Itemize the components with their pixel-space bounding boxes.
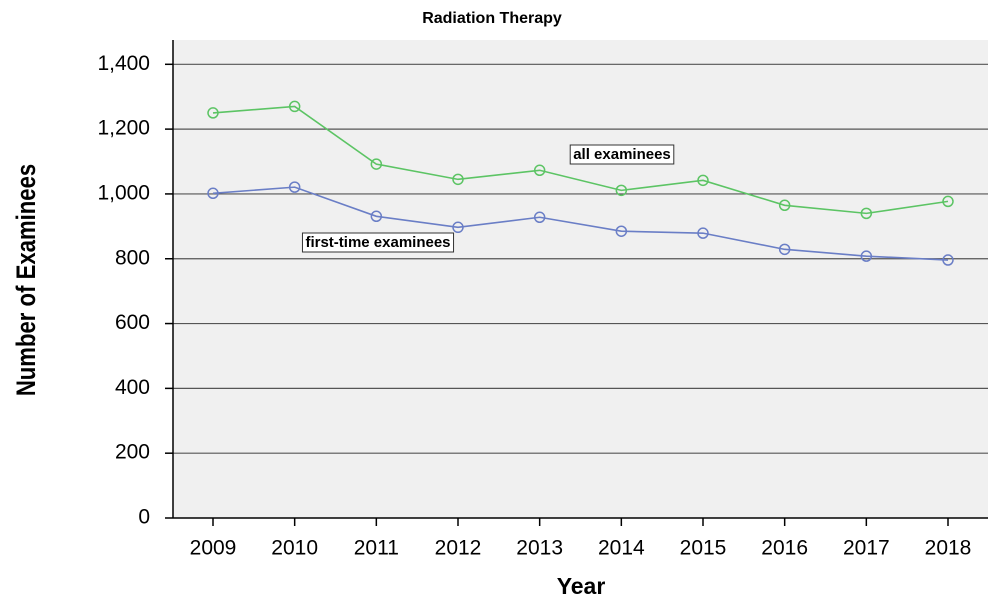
series-line	[212, 105, 949, 215]
y-tick-label: 600	[115, 311, 150, 334]
chart-title: Radiation Therapy	[422, 10, 562, 27]
point	[697, 174, 709, 187]
y-tick-label: 400	[115, 376, 150, 399]
point	[370, 210, 383, 223]
series-label: first-time examinees	[305, 234, 450, 251]
x-tick-label: 2011	[354, 537, 399, 560]
x-tick-label: 2012	[435, 537, 482, 560]
point	[288, 100, 301, 113]
point	[452, 173, 464, 186]
series-label: all examinees	[573, 146, 671, 163]
y-axis-label: Number of Examinees	[12, 164, 42, 396]
point	[778, 243, 791, 256]
point	[370, 158, 383, 170]
point	[207, 107, 219, 119]
x-axis-label: Year	[557, 573, 606, 599]
x-tick-label: 2016	[761, 537, 808, 560]
y-tick-label: 1,000	[97, 181, 150, 204]
plot-area	[173, 40, 988, 518]
point	[615, 225, 628, 237]
point	[615, 184, 628, 197]
label-box	[301, 232, 455, 253]
x-tick-label: 2015	[680, 537, 727, 560]
x-tick-label: 2014	[598, 537, 645, 560]
point	[778, 199, 791, 212]
point	[942, 195, 954, 208]
y-tick-label: 0	[138, 506, 150, 529]
x-tick-label: 2018	[925, 537, 972, 560]
point	[860, 207, 873, 220]
x-tick-label: 2013	[516, 537, 563, 560]
point	[288, 181, 301, 193]
y-tick-label: 200	[115, 441, 150, 464]
point	[207, 187, 219, 200]
x-tick-label: 2009	[190, 537, 237, 560]
x-tick-label: 2010	[271, 537, 318, 560]
point	[697, 227, 709, 239]
series-line	[212, 186, 949, 261]
point	[860, 250, 873, 262]
x-tick-label: 2017	[843, 537, 890, 560]
label-box	[569, 144, 675, 165]
y-tick-label: 1,200	[97, 117, 150, 140]
point	[452, 221, 464, 234]
y-tick-label: 800	[115, 246, 150, 269]
point	[533, 211, 546, 224]
point	[533, 164, 546, 177]
y-tick-label: 1,400	[97, 52, 150, 75]
point	[942, 254, 954, 266]
